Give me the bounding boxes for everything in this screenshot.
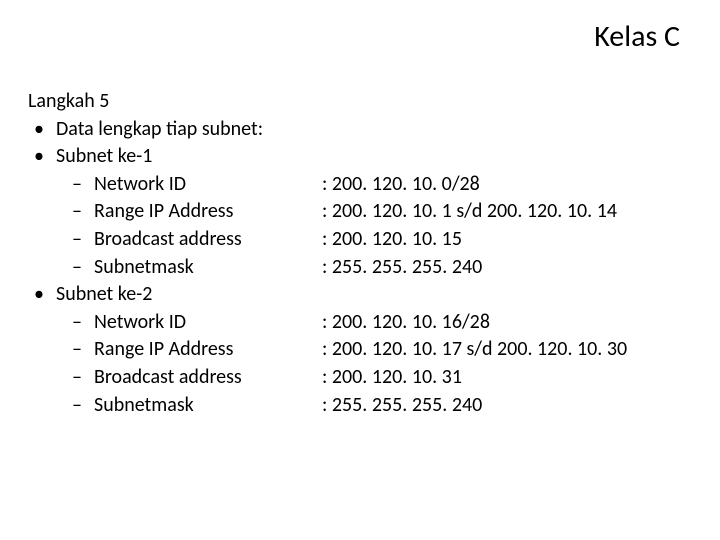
subnet-row: Range IP Address : 200. 120. 10. 1 s/d 2… [28,198,700,226]
row-value: : 200. 120. 10. 16/28 [322,309,700,337]
subnet-row: Broadcast address : 200. 120. 10. 15 [28,226,700,254]
row-value: : 255. 255. 255. 240 [322,254,700,282]
subnet-row: Network ID : 200. 120. 10. 16/28 [28,309,700,337]
row-value: : 200. 120. 10. 31 [322,364,700,392]
row-label: Broadcast address [94,364,322,392]
subnet-row: Network ID : 200. 120. 10. 0/28 [28,171,700,199]
subnet-row: Subnetmask : 255. 255. 255. 240 [28,392,700,420]
row-value: : 200. 120. 10. 0/28 [322,171,700,199]
row-value: : 200. 120. 10. 17 s/d 200. 120. 10. 30 [322,336,700,364]
row-label: Range IP Address [94,336,322,364]
subnet-row: Range IP Address : 200. 120. 10. 17 s/d … [28,336,700,364]
row-label: Subnetmask [94,254,322,282]
row-value: : 255. 255. 255. 240 [322,392,700,420]
subnet-row: Subnetmask : 255. 255. 255. 240 [28,254,700,282]
row-value: : 200. 120. 10. 15 [322,226,700,254]
slide-body: Langkah 5 Data lengkap tiap subnet: Subn… [28,88,700,419]
row-label: Network ID [94,309,322,337]
row-value: : 200. 120. 10. 1 s/d 200. 120. 10. 14 [322,198,700,226]
slide-title: Kelas C [594,18,680,55]
row-label: Network ID [94,171,322,199]
row-label: Subnetmask [94,392,322,420]
intro-text: Data lengkap tiap subnet: [56,117,263,141]
intro-bullet: Data lengkap tiap subnet: [28,116,700,144]
subnet-heading: Subnet ke-1 [28,143,700,171]
slide: Kelas C Langkah 5 Data lengkap tiap subn… [0,0,720,540]
subnet-heading-text: Subnet ke-2 [56,282,152,306]
subnet-row: Broadcast address : 200. 120. 10. 31 [28,364,700,392]
subnet-heading-text: Subnet ke-1 [56,144,152,168]
row-label: Broadcast address [94,226,322,254]
step-heading: Langkah 5 [28,88,700,116]
subnet-heading: Subnet ke-2 [28,281,700,309]
row-label: Range IP Address [94,198,322,226]
